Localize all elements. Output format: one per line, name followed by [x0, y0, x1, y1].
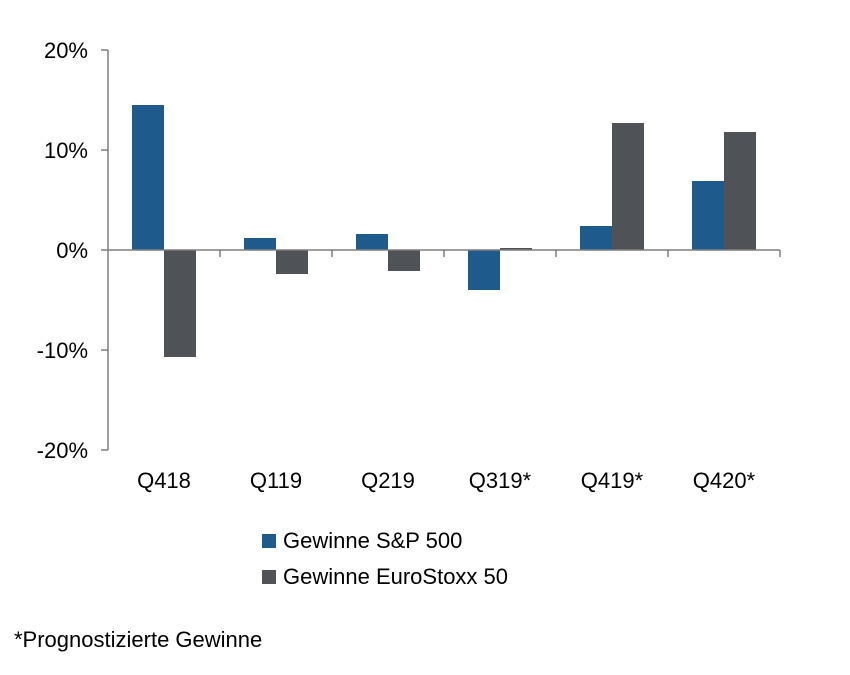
axis-labels: 20% 10% 0% -10% -20% Q418 Q119 Q219 Q319* Q419* Q4…: [37, 38, 756, 493]
x-tick-label: Q418: [137, 468, 191, 493]
legend: Gewinne S&P 500 Gewinne EuroStoxx 50: [262, 528, 508, 589]
x-tick-label: Q420*: [693, 468, 756, 493]
x-tick-label: Q319*: [469, 468, 532, 493]
bar-sp500-Q420: [692, 181, 724, 250]
bar-eurostoxx-Q420: [724, 132, 756, 250]
bar-eurostoxx-Q119: [276, 250, 308, 274]
bar-eurostoxx-Q319: [500, 248, 532, 250]
x-tick-label: Q419*: [581, 468, 644, 493]
bar-eurostoxx-Q219: [388, 250, 420, 271]
bar-sp500-Q419: [580, 226, 612, 250]
bar-sp500-Q119: [244, 238, 276, 250]
legend-swatch-eurostoxx: [262, 570, 276, 584]
bar-sp500-Q219: [356, 234, 388, 250]
footnote: *Prognostizierte Gewinne: [14, 627, 262, 652]
legend-label-eurostoxx: Gewinne EuroStoxx 50: [283, 564, 508, 589]
x-tick-label: Q119: [250, 468, 302, 493]
axes: [101, 49, 109, 451]
x-tick-label: Q219: [361, 468, 415, 493]
bar-sp500-Q418: [132, 105, 164, 250]
y-tick-label: 0%: [56, 238, 88, 263]
y-tick-label: -20%: [37, 438, 88, 463]
legend-swatch-sp500: [262, 534, 276, 548]
y-tick-label: -10%: [37, 338, 88, 363]
bars: [108, 105, 781, 357]
bar-sp500-Q319: [468, 250, 500, 290]
legend-label-sp500: Gewinne S&P 500: [283, 528, 462, 553]
bar-eurostoxx-Q418: [164, 250, 196, 357]
y-tick-label: 20%: [44, 38, 88, 63]
bar-eurostoxx-Q419: [612, 123, 644, 250]
y-tick-label: 10%: [44, 138, 88, 163]
